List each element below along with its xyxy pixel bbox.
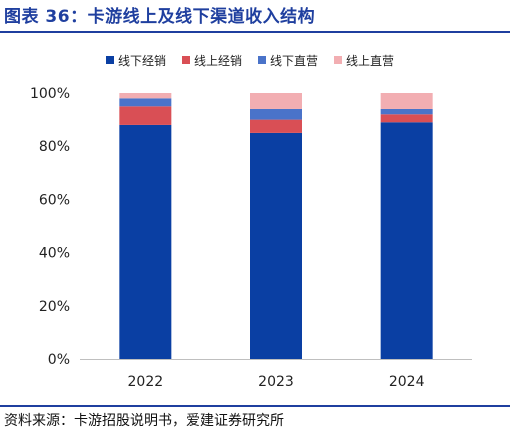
x-tick-label: 2022	[128, 374, 164, 390]
legend-label: 线上直营	[346, 54, 394, 68]
y-tick-label: 60%	[39, 192, 70, 208]
x-tick-label: 2023	[258, 374, 294, 390]
bars	[119, 93, 433, 359]
source-divider	[0, 405, 510, 407]
legend-label: 线下直营	[270, 54, 318, 68]
bar-segment-2023-s3	[250, 93, 302, 109]
source-note: 资料来源：卡游招股说明书，爱建证券研究所	[4, 413, 284, 429]
y-axis: 0% 20% 40% 60% 80% 100%	[30, 86, 70, 368]
bar-segment-2023-s1	[250, 119, 302, 133]
bar-segment-2024-s2	[380, 108, 433, 115]
legend-swatch	[334, 56, 342, 64]
bar-segment-2022-s1	[119, 106, 172, 125]
bar-segment-2023-s0	[250, 132, 302, 359]
bar-segment-2024-s0	[380, 122, 433, 359]
legend-swatch	[182, 56, 190, 64]
bar-segment-2024-s1	[380, 114, 433, 123]
y-tick-label: 20%	[39, 299, 70, 315]
bar-segment-2023-s2	[250, 108, 302, 120]
bar-segment-2022-s2	[119, 98, 172, 107]
title-divider	[0, 31, 510, 33]
x-tick-label: 2024	[389, 374, 425, 390]
stacked-bar-chart: 线下经销 线上经销 线下直营 线上直营 0% 20% 40% 60% 80% 100% 2022…	[30, 54, 472, 390]
bar-segment-2024-s3	[380, 93, 433, 109]
chart-title: 图表 36：卡游线上及线下渠道收入结构	[4, 7, 316, 27]
bar-segment-2022-s0	[119, 124, 172, 359]
legend-label: 线上经销	[194, 54, 242, 68]
y-tick-label: 80%	[39, 139, 70, 155]
y-tick-label: 100%	[30, 86, 70, 102]
legend: 线下经销 线上经销 线下直营 线上直营	[106, 54, 394, 68]
x-axis: 2022 2023 2024	[80, 359, 472, 390]
legend-label: 线下经销	[118, 54, 166, 68]
y-tick-label: 40%	[39, 246, 70, 262]
legend-swatch	[106, 56, 114, 64]
y-tick-label: 0%	[48, 352, 70, 368]
legend-swatch	[258, 56, 266, 64]
bar-segment-2022-s3	[119, 93, 172, 99]
